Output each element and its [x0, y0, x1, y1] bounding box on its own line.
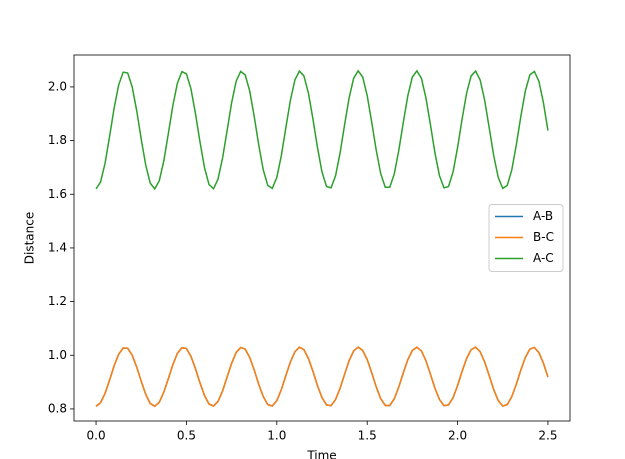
y-tick-label: 1.6: [48, 187, 67, 201]
legend-box: [488, 204, 564, 272]
x-tick-label: 0.5: [177, 429, 196, 443]
y-tick-label: 1.4: [48, 240, 67, 254]
legend-label: A-B: [533, 209, 553, 223]
y-tick-label: 1.2: [48, 294, 67, 308]
x-tick-label: 2.5: [538, 429, 557, 443]
x-tick-label: 1.5: [358, 429, 377, 443]
y-tick-label: 1.0: [48, 348, 67, 362]
legend-label: A-C: [533, 251, 554, 265]
x-axis-label: Time: [306, 449, 336, 459]
series-line: [95, 69, 549, 191]
y-axis-label: Distance: [23, 212, 37, 264]
legend-label: B-C: [533, 230, 554, 244]
x-tick-label: 1.0: [267, 429, 286, 443]
x-tick-label: 2.0: [448, 429, 467, 443]
plot-frame: [73, 54, 571, 422]
y-tick-label: 1.8: [48, 133, 67, 147]
y-tick-label: 0.8: [48, 401, 67, 415]
series-line: [95, 346, 549, 408]
x-tick-label: 0.0: [87, 429, 106, 443]
y-tick-label: 2.0: [48, 79, 67, 93]
